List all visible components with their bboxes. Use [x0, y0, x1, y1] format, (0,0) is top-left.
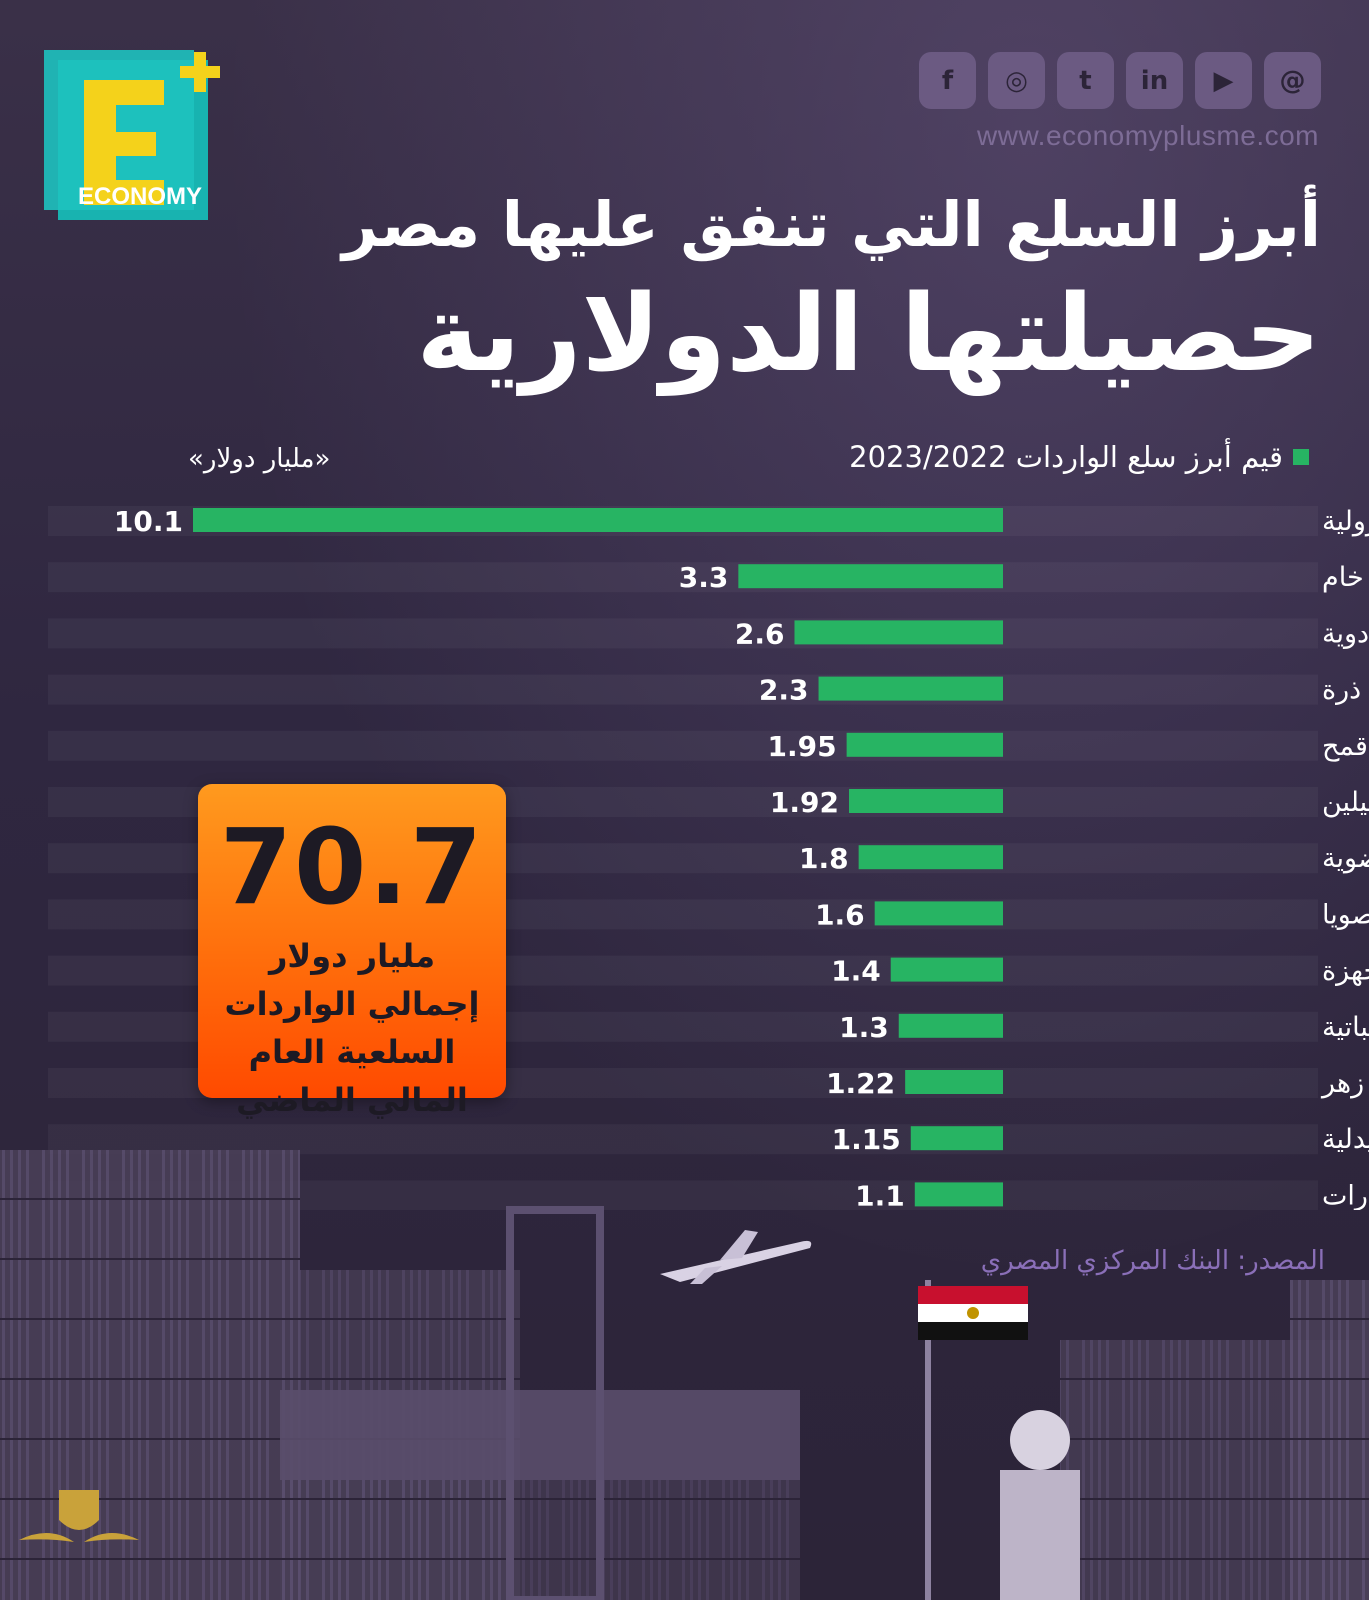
category-label: فول صويا	[1322, 899, 1369, 930]
egypt-flag-icon	[918, 1286, 1028, 1340]
youtube-icon[interactable]: ▶	[1195, 52, 1252, 109]
category-label: دهون وزيوت نباتية	[1322, 1012, 1369, 1043]
category-label: أدوية	[1322, 614, 1369, 649]
bar	[849, 789, 1003, 813]
value-label: 1.8	[799, 842, 849, 875]
bar	[905, 1070, 1003, 1094]
value-label: 1.15	[832, 1123, 901, 1156]
value-label: 3.3	[679, 561, 729, 594]
value-label: 1.6	[815, 898, 865, 931]
total-imports-callout: 70.7 مليار دولار إجمالي الواردات السلعية…	[198, 784, 506, 1119]
unit-label: «مليار دولار»	[188, 444, 331, 474]
category-label: مركبات عضوية وغير عضوية	[1322, 843, 1369, 874]
row-band	[48, 674, 1318, 705]
bar	[874, 901, 1003, 926]
website-url: www.economyplusme.com	[977, 120, 1319, 151]
value-label: 1.92	[770, 786, 839, 819]
facebook-icon[interactable]: f	[919, 52, 976, 109]
logo-word: ECONOMY	[78, 183, 202, 210]
bar	[890, 957, 1003, 982]
forum-watermark-logo	[19, 1490, 139, 1542]
page-title-line1: أبرز السلع التي تنفق عليها مصر	[342, 188, 1321, 261]
category-label: محضرات صيدلية	[1322, 1124, 1369, 1155]
callout-text: مليار دولار إجمالي الواردات السلعية العا…	[224, 937, 480, 1119]
category-label: حديد صلب زهر	[1320, 1068, 1369, 1099]
bar	[738, 564, 1003, 589]
legend-swatch	[1293, 449, 1309, 465]
row-band	[48, 1124, 1318, 1155]
port-containers-illustration	[0, 1150, 1369, 1600]
value-label: 2.6	[735, 617, 785, 650]
category-label: منتجات البترولية	[1322, 506, 1369, 537]
legend-label: قيم أبرز سلع الواردات 2023/2022	[849, 440, 1283, 474]
social-icons: f ◎ t in ▶ @	[919, 52, 1321, 109]
airplane-icon	[660, 1230, 812, 1284]
row-band	[48, 562, 1318, 593]
legend: قيم أبرز سلع الواردات 2023/2022	[849, 440, 1309, 474]
value-label: 1.95	[768, 730, 837, 763]
category-label: بترول خام	[1322, 562, 1369, 593]
bar	[193, 508, 1003, 532]
bar	[898, 1013, 1003, 1038]
row-band	[48, 730, 1318, 761]
threads-icon[interactable]: @	[1264, 52, 1321, 109]
instagram-icon[interactable]: ◎	[988, 52, 1045, 109]
value-label: 1.4	[831, 955, 881, 988]
bar	[858, 845, 1003, 870]
value-label: 1.1	[855, 1179, 905, 1210]
page-title-line2: حصيلتها الدولارية	[416, 272, 1321, 395]
source-note: المصدر: البنك المركزي المصري	[980, 1246, 1325, 1276]
category-label: قطع غيار سيارات	[1322, 1180, 1369, 1210]
twitter-icon[interactable]: t	[1057, 52, 1114, 109]
category-label: قطع غيار وأجزاء آلات وأجهزة	[1322, 952, 1369, 987]
bar	[914, 1182, 1003, 1207]
bar	[846, 732, 1003, 757]
bar	[818, 676, 1003, 701]
bar	[910, 1126, 1003, 1151]
category-label: بوليميرات وبروبيلين	[1322, 787, 1369, 818]
value-label: 2.3	[759, 674, 809, 707]
economy-plus-logo: ECONOMY	[44, 50, 220, 220]
category-label: قمح	[1322, 731, 1368, 762]
callout-value: 70.7	[219, 806, 485, 928]
category-label: ذرة	[1322, 675, 1361, 706]
bar	[794, 620, 1003, 645]
linkedin-icon[interactable]: in	[1126, 52, 1183, 109]
value-label: 10.1	[114, 505, 183, 538]
value-label: 1.3	[839, 1011, 889, 1044]
row-band	[48, 618, 1318, 649]
value-label: 1.22	[826, 1067, 895, 1100]
